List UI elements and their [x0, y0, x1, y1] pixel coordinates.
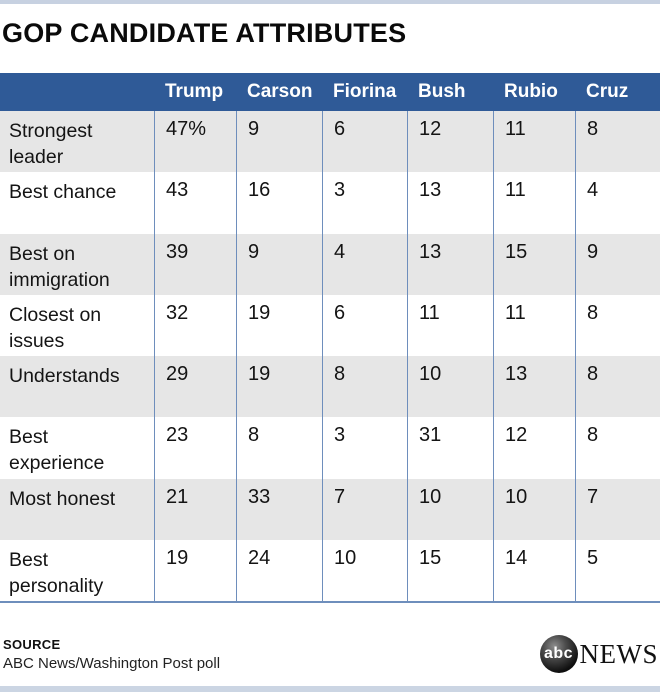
row-label: Strongest leader: [9, 120, 93, 168]
value-cell: 4: [322, 233, 407, 295]
row-label: Most honest: [9, 487, 116, 510]
column-header-rubio: Rubio: [504, 81, 558, 102]
table-row: Best on immigration 39 9 4 13 15 9: [0, 233, 660, 295]
value-cell: 15: [493, 233, 575, 295]
column-header-trump: Trump: [165, 81, 224, 102]
value-cell: 11: [493, 111, 575, 173]
top-accent-bar: [0, 0, 660, 4]
value-cell: 4: [575, 172, 660, 234]
value-cell: 5: [575, 539, 660, 601]
table-row: Best experience 23 8 3 31 12 8: [0, 417, 660, 479]
value-cell: 7: [575, 478, 660, 540]
footer: SOURCE ABC News/Washington Post poll abc…: [3, 635, 658, 673]
abc-logo-circle-icon: abc: [539, 635, 578, 673]
value-cell: 8: [575, 111, 660, 173]
value-cell: 23: [154, 417, 236, 479]
value-cell: 8: [575, 356, 660, 418]
value-cell: 6: [322, 111, 407, 173]
table-row: Most honest 21 33 7 10 10 7: [0, 478, 660, 540]
table-row: Best personality 19 24 10 15 14 5: [0, 539, 660, 601]
table-row: Best chance 43 16 3 13 11 4: [0, 172, 660, 234]
value-cell: 7: [322, 478, 407, 540]
value-cell: 16: [236, 172, 322, 234]
row-label: Understands: [9, 365, 120, 387]
table-row: Strongest leader 47% 9 6 12 11 8: [0, 111, 660, 173]
source-label: SOURCE: [3, 636, 61, 652]
value-cell: 11: [493, 172, 575, 234]
column-header-bush: Bush: [418, 81, 466, 102]
value-cell: 9: [236, 233, 322, 295]
column-header-cruz: Cruz: [586, 81, 629, 102]
source-block: SOURCE ABC News/Washington Post poll: [3, 637, 220, 672]
abc-news-logo: abc NEWS: [539, 635, 659, 673]
row-label: Closest on issues: [9, 303, 102, 352]
value-cell: 31: [407, 417, 493, 479]
attributes-table: Trump Carson Fiorina Bush Rubio Cruz Str…: [0, 73, 660, 603]
value-cell: 19: [154, 539, 236, 601]
value-cell: 24: [236, 539, 322, 601]
value-cell: 11: [407, 294, 493, 356]
bottom-accent-bar: [0, 686, 660, 692]
value-cell: 13: [493, 356, 575, 418]
value-cell: 15: [407, 539, 493, 601]
value-cell: 21: [154, 478, 236, 540]
table-row: Closest on issues 32 19 6 11 11 8: [0, 294, 660, 356]
value-cell: 12: [407, 111, 493, 173]
value-cell: 10: [407, 478, 493, 540]
value-cell: 8: [575, 417, 660, 479]
table-header-row: Trump Carson Fiorina Bush Rubio Cruz: [0, 73, 660, 111]
value-cell: 10: [322, 539, 407, 601]
value-cell: 10: [493, 478, 575, 540]
row-label: Best personality: [9, 548, 104, 597]
value-cell: 33: [236, 478, 322, 540]
value-cell: 6: [322, 294, 407, 356]
header-spacer: [0, 73, 154, 111]
value-cell: 29: [154, 356, 236, 418]
value-cell: 13: [407, 172, 493, 234]
value-cell: 43: [154, 172, 236, 234]
abc-news-wordmark: NEWS: [579, 638, 658, 669]
column-header-fiorina: Fiorina: [333, 81, 397, 102]
value-cell: 10: [407, 356, 493, 418]
column-header-carson: Carson: [247, 81, 313, 102]
source-text: ABC News/Washington Post poll: [3, 654, 221, 672]
value-cell: 47%: [154, 111, 236, 173]
table-row: Understands 29 19 8 10 13 8: [0, 356, 660, 418]
value-cell: 8: [575, 294, 660, 356]
row-label: Best chance: [9, 181, 117, 204]
value-cell: 11: [493, 294, 575, 356]
value-cell: 32: [154, 294, 236, 356]
value-cell: 39: [154, 233, 236, 295]
value-cell: 13: [407, 233, 493, 295]
page-title: GOP CANDIDATE ATTRIBUTES: [2, 18, 407, 48]
value-cell: 19: [236, 356, 322, 418]
value-cell: 14: [493, 539, 575, 601]
value-cell: 12: [493, 417, 575, 479]
value-cell: 8: [236, 417, 322, 479]
value-cell: 3: [322, 172, 407, 234]
value-cell: 3: [322, 417, 407, 479]
value-cell: 8: [322, 356, 407, 418]
value-cell: 9: [236, 111, 322, 173]
value-cell: 19: [236, 294, 322, 356]
row-label: Best on immigration: [9, 242, 110, 291]
row-label: Best experience: [9, 426, 105, 475]
value-cell: 9: [575, 233, 660, 295]
